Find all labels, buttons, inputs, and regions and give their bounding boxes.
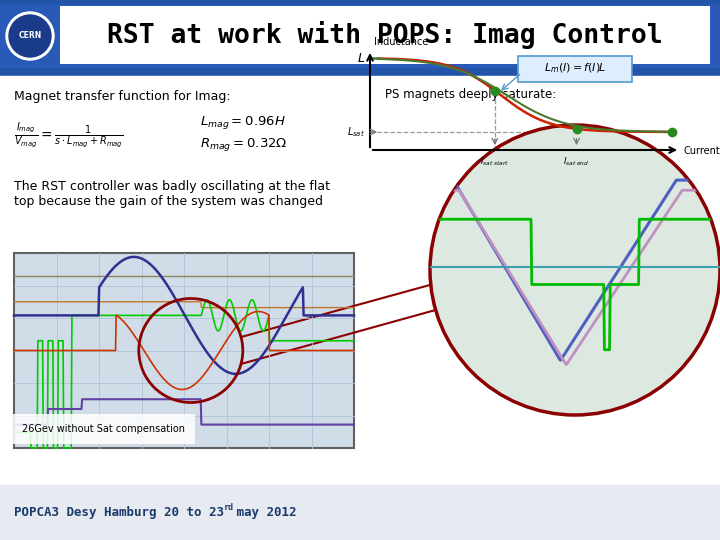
Circle shape [430,125,720,415]
Text: may 2012: may 2012 [229,506,297,519]
Text: $L_{sat}$: $L_{sat}$ [347,125,365,139]
Text: $L_{mag} = 0.96H$: $L_{mag} = 0.96H$ [200,114,286,132]
Text: The RST controller was badly oscillating at the flat
top because the gain of the: The RST controller was badly oscillating… [14,180,330,208]
Text: Inductance: Inductance [374,37,428,47]
Text: Magnet transfer function for Imag:: Magnet transfer function for Imag: [14,90,230,103]
Text: RST at work with POPS: Imag Control: RST at work with POPS: Imag Control [107,21,663,49]
Text: $I_{sat\ start}$: $I_{sat\ start}$ [480,156,509,168]
Text: PS magnets deeply saturate:: PS magnets deeply saturate: [385,88,557,101]
Text: rd: rd [224,503,234,512]
Circle shape [9,15,51,57]
Text: $L_m(I) = f(I)L$: $L_m(I) = f(I)L$ [544,62,606,76]
Circle shape [6,12,54,60]
Text: $I_{sat\ end}$: $I_{sat\ end}$ [563,156,590,168]
Bar [60,6,710,64]
Text: CERN: CERN [19,31,42,40]
Text: $R_{mag} = 0.32\Omega$: $R_{mag} = 0.32\Omega$ [200,137,287,153]
Text: 26Gev without Sat compensation: 26Gev without Sat compensation [22,424,185,434]
Bar [14,253,354,448]
Text: Current: Current [684,146,720,156]
FancyBboxPatch shape [518,56,632,82]
Text: $\frac{I_{mag}}{V_{mag}} = \frac{1}{s \cdot L_{mag} + R_{mag}}$: $\frac{I_{mag}}{V_{mag}} = \frac{1}{s \c… [14,120,124,150]
Text: L: L [358,51,365,64]
Text: POPCA3 Desy Hamburg 20 to 23: POPCA3 Desy Hamburg 20 to 23 [14,506,224,519]
